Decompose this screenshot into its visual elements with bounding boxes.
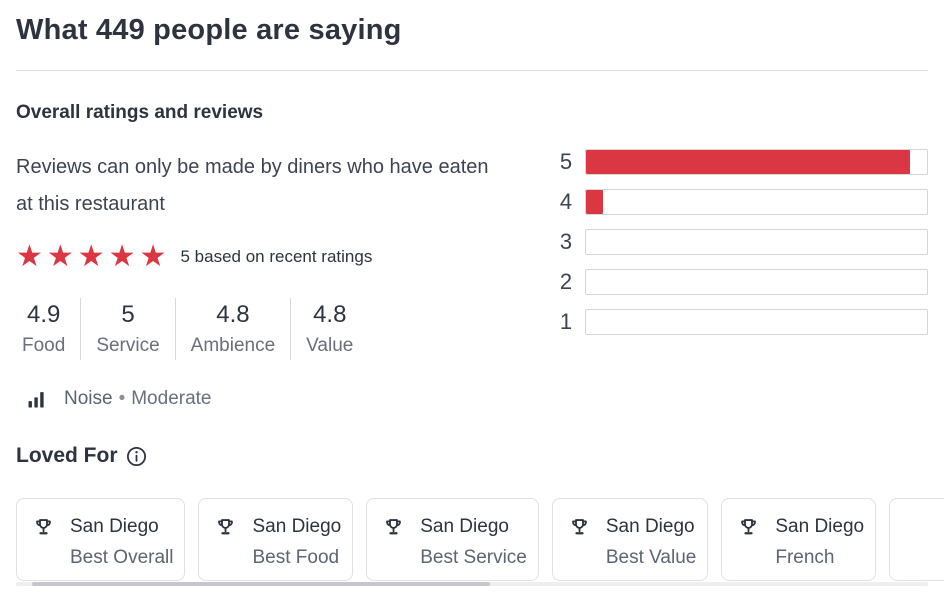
award-card-french: San Diego French (721, 498, 877, 581)
trophy-icon (215, 517, 236, 538)
rating-bar-row-2: 2 (556, 269, 928, 295)
star-rating-row: ★★★★★ 5 based on recent ratings (16, 242, 556, 272)
star-rating-caption: 5 based on recent ratings (180, 247, 373, 266)
rating-label: Ambience (190, 335, 276, 356)
award-card-best-service: San Diego Best Service (366, 498, 539, 581)
rating-bar-row-3: 3 (556, 229, 928, 255)
rating-bar-track (585, 229, 928, 255)
award-category: Best Value (605, 547, 697, 568)
rating-cell-food: 4.9 Food (16, 298, 82, 360)
rating-bar-label: 3 (559, 229, 573, 254)
rating-bar-track (585, 149, 928, 175)
trophy-icon (383, 517, 404, 538)
noise-label: Noise (64, 388, 113, 409)
noise-level-row: Noise • Moderate (28, 388, 556, 410)
category-ratings-row: 4.9 Food 5 Service 4.8 Ambience 4.8 Valu… (16, 298, 556, 360)
award-text: San Diego Best Value (606, 514, 696, 570)
trophy-icon (738, 517, 759, 538)
award-category: Best Service (420, 547, 527, 568)
ratings-summary-column: Reviews can only be made by diners who h… (16, 149, 556, 410)
rating-value: 5 (121, 301, 135, 328)
award-card-partial (889, 498, 944, 581)
page-title: What 449 people are saying (16, 14, 402, 46)
loved-for-heading: Loved For (16, 444, 118, 467)
rating-bar-track (585, 269, 928, 295)
rating-label: Value (306, 335, 354, 356)
rating-bar-row-1: 1 (556, 309, 928, 335)
info-icon[interactable] (126, 446, 147, 467)
award-card-best-value: San Diego Best Value (551, 498, 709, 581)
rating-cell-value: 4.8 Value (291, 298, 368, 360)
award-card-best-food: San Diego Best Food (198, 498, 354, 581)
award-text: San Diego French (775, 514, 864, 570)
rating-cell-ambience: 4.8 Ambience (176, 298, 292, 360)
rating-bar-label: 1 (559, 309, 573, 334)
noise-text: Noise • Moderate (64, 388, 212, 410)
rating-bar-track (585, 309, 928, 335)
award-category: Best Food (252, 547, 340, 568)
rating-bar-label: 4 (559, 189, 573, 214)
rating-cell-service: 5 Service (81, 298, 176, 360)
loved-for-cards-row[interactable]: San Diego Best Overall San Diego Best Fo… (16, 498, 944, 581)
award-city: San Diego (420, 516, 509, 537)
scrollbar-thumb[interactable] (32, 582, 490, 586)
award-category: Best Overall (70, 547, 174, 568)
rating-bar-fill (586, 190, 604, 214)
award-text: San Diego Best Overall (70, 514, 173, 570)
award-city: San Diego (605, 516, 695, 537)
rating-bar-row-4: 4 (556, 189, 928, 215)
rating-bar-row-5: 5 (556, 149, 928, 175)
trophy-icon (569, 517, 590, 538)
award-city: San Diego (70, 516, 159, 537)
noise-value: Moderate (131, 388, 212, 409)
award-text: San Diego Best Service (420, 514, 527, 570)
rating-value: 4.8 (313, 301, 347, 328)
trophy-icon (33, 517, 54, 538)
reviews-section: What 449 people are saying Overall ratin… (0, 12, 944, 586)
noise-separator: • (118, 388, 126, 409)
rating-label: Food (22, 335, 66, 356)
rating-label: Service (96, 335, 160, 356)
rating-bar-track (585, 189, 928, 215)
overall-ratings-row: Reviews can only be made by diners who h… (16, 149, 944, 410)
rating-bar-fill (586, 150, 910, 174)
overall-ratings-heading: Overall ratings and reviews (16, 102, 264, 123)
noise-bars-icon (28, 391, 45, 408)
review-policy-note: Reviews can only be made by diners who h… (16, 156, 489, 215)
award-text: San Diego Best Food (252, 514, 341, 570)
rating-bar-label: 2 (559, 269, 573, 294)
section-divider (16, 70, 928, 71)
rating-bar-label: 5 (559, 149, 573, 174)
award-city: San Diego (252, 516, 342, 537)
rating-distribution-chart: 5 4 3 2 (556, 149, 928, 410)
award-city: San Diego (775, 516, 865, 537)
rating-value: 4.8 (216, 301, 250, 328)
cards-horizontal-scrollbar[interactable] (16, 582, 928, 586)
rating-value: 4.9 (26, 301, 61, 328)
award-category: French (775, 547, 835, 568)
loved-for-heading-row: Loved For (16, 444, 944, 468)
star-rating-icons: ★★★★★ (16, 240, 171, 273)
award-card-best-overall: San Diego Best Overall (16, 498, 186, 581)
